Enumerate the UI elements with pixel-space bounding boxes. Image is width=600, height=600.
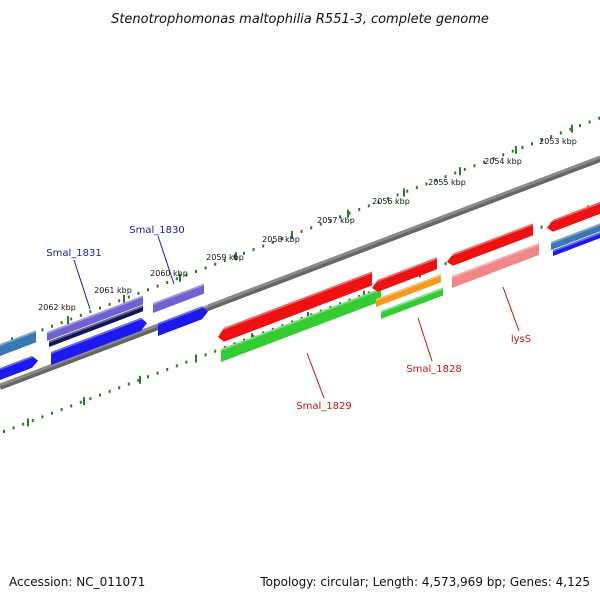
gene-feature-smal-1828 [376, 274, 441, 307]
gene-feature-red-3-shine [447, 223, 533, 258]
scale-label: 2053 kbp [539, 137, 577, 146]
gene-feature-blue-2 [158, 306, 208, 336]
callout-line [73, 259, 91, 310]
gene-feature-smal-1830-shine [153, 283, 204, 305]
gene-label: Smal_1828 [406, 364, 461, 375]
backbone-highlight [0, 155, 600, 387]
scale-label: 2055 kbp [428, 178, 466, 187]
gene-feature-steel-left [0, 330, 36, 356]
gene-feature-smal-1828-shine [376, 274, 441, 301]
scale-label: 2060 kbp [150, 269, 188, 278]
gene-label: lysS [511, 334, 531, 345]
map-title: Stenotrophomonas maltophilia R551-3, com… [111, 12, 489, 27]
gene-feature-blue-1-shine [51, 315, 147, 354]
callout-line [157, 235, 175, 285]
gene-feature-red-1-shine [218, 271, 372, 332]
gene-feature-smal-1829-shine [221, 288, 381, 351]
gene-feature-blue-left [0, 355, 38, 380]
gene-features [0, 201, 600, 380]
scale-labels: 2053 kbp 2054 kbp 2055 kbp 2056 kbp 2057 kbp… [38, 137, 577, 312]
callout-line [306, 352, 325, 399]
gene-feature-red-2-shine [372, 257, 437, 284]
gene-feature-smal-1831-shine [47, 295, 143, 334]
gene-feature-blue-right [553, 232, 600, 256]
gene-label: Smal_1829 [296, 401, 351, 412]
gene-feature-green-2 [381, 287, 443, 319]
gene-feature-lyss [452, 242, 539, 288]
gene-feature-lyss-shine [452, 242, 539, 278]
genome-summary-text: Topology: circular; Length: 4,573,969 bp… [259, 575, 590, 589]
scale-label: 2062 kbp [38, 303, 76, 312]
scale-label: 2057 kbp [317, 216, 355, 225]
gene-callouts: Smal_1831 Smal_1830 Smal_1829 Smal_1828 lysS [46, 225, 531, 412]
gene-label: Smal_1831 [46, 248, 101, 259]
gene-label: Smal_1830 [129, 225, 184, 236]
scale-label: 2058 kbp [262, 235, 300, 244]
gene-feature-green-2-shine [381, 287, 443, 313]
callout-line [502, 286, 520, 332]
backbone-shadow [0, 156, 600, 390]
scale-ticks-upper [3, 116, 600, 346]
gene-feature-red-right [547, 201, 600, 232]
scale-label: 2061 kbp [94, 286, 132, 295]
gene-feature-navy [49, 305, 143, 347]
gene-feature-blue-left-shine [0, 353, 38, 370]
callout-line [417, 317, 433, 362]
gene-feature-steel-left-shine [0, 330, 36, 346]
gene-feature-smal-1830 [153, 283, 204, 313]
gene-feature-red-3 [447, 223, 533, 266]
gene-feature-smal-1831 [47, 295, 143, 341]
gene-feature-navy-shine [49, 305, 143, 343]
gene-feature-blue-1 [51, 317, 147, 365]
gene-feature-blue-2-shine [158, 304, 208, 325]
accession-text: Accession: NC_011071 [9, 575, 145, 589]
gene-feature-steel-right [551, 223, 600, 250]
gene-feature-steel-right-shine [551, 223, 600, 244]
gene-feature-red-2 [372, 257, 437, 292]
gene-feature-blue-right-shine [553, 232, 600, 252]
gene-feature-red-1 [218, 271, 372, 342]
scale-label: 2054 kbp [484, 157, 522, 166]
gene-feature-smal-1829 [221, 288, 381, 362]
gene-feature-red-right-shine [547, 201, 600, 224]
backbone-line [0, 155, 600, 390]
scale-label: 2059 kbp [206, 253, 244, 262]
scale-label: 2056 kbp [372, 197, 410, 206]
